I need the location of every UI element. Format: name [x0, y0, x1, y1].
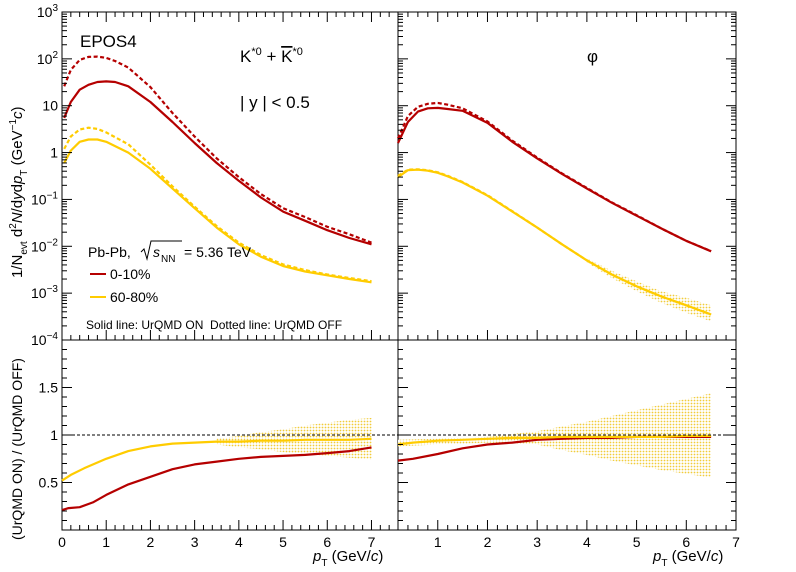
particle-label-kstar: K*0 + K*0: [240, 46, 303, 66]
x-tick-label-left: 7: [368, 534, 376, 550]
x-axis-title-right: pT (GeV/c): [652, 548, 723, 569]
plot-layer: [61, 55, 736, 512]
phi-spectrum-central-on-line: [397, 106, 712, 253]
y-tick-label-top: 102: [37, 50, 59, 67]
x-tick-label-right: 2: [484, 534, 492, 550]
x-axis-title-left: pT (GeV/c): [312, 548, 383, 569]
system-label: Pb-Pb,: [88, 244, 131, 260]
x-tick-label-right: 6: [682, 534, 690, 550]
phi-spectrum-peripheral-band: [586, 258, 712, 322]
particle-label-phi: φ: [587, 47, 598, 66]
x-tick-label-right: 1: [434, 534, 442, 550]
style-note: Solid line: UrQMD ON Dotted line: UrQMD …: [86, 318, 342, 332]
y-tick-label-top: 103: [37, 3, 59, 20]
x-tick-label-left: 5: [279, 534, 287, 550]
x-tick-label-left: 3: [191, 534, 199, 550]
y-tick-label-bottom: 1.5: [39, 380, 59, 396]
x-tick-label-right: 5: [633, 534, 641, 550]
x-tick-label-left: 0: [58, 534, 66, 550]
energy-value: = 5.36 TeV: [184, 244, 252, 260]
x-tick-label-left: 6: [323, 534, 331, 550]
kstar-ratio-central-line: [61, 446, 372, 512]
energy-sub: NN: [161, 254, 175, 265]
y-tick-label-top: 10: [42, 98, 58, 114]
axis-layer: 10−4 10−3 10−2 10−1 1 10 102 103 0.5 1 1.5 0 1 2 3 4 5 6 7…: [31, 3, 740, 550]
phi-ratio-peripheral-line: [397, 434, 712, 446]
y-tick-label-bottom: 1: [50, 427, 58, 443]
energy-label-group: s NN = 5.36 TeV: [140, 240, 252, 265]
x-tick-label-right: 7: [732, 534, 740, 550]
y-tick-label-bottom: 0.5: [39, 475, 59, 491]
y-axis-title-top: 1/Nevt d2N/dydpT (GeV−1c): [8, 106, 30, 278]
x-tick-label-right: 4: [583, 534, 591, 550]
kstar-spectrum-central-off-line: [63, 55, 372, 244]
y-axis-title-bottom: (UrQMD ON) / (UrQMD OFF): [9, 358, 25, 540]
energy-s: s: [153, 244, 160, 260]
phi-spectrum-peripheral-on-line: [397, 168, 712, 316]
y-tick-label-top: 10−3: [31, 284, 58, 301]
generator-label: EPOS4: [80, 32, 137, 51]
legend-label-peripheral: 60-80%: [110, 289, 158, 305]
y-tick-label-top: 10−2: [31, 237, 58, 254]
y-tick-label-top: 10−1: [31, 190, 58, 207]
svg-text:1/Nevt d2N/dydpT (GeV−1c): 1/Nevt d2N/dydpT (GeV−1c): [8, 106, 30, 278]
legend-label-central: 0-10%: [110, 266, 150, 282]
x-tick-label-left: 4: [235, 534, 243, 550]
kstar-ratio-peripheral-band: [216, 417, 372, 460]
x-tick-label-right: 3: [533, 534, 541, 550]
rapidity-label: | y | < 0.5: [240, 93, 310, 112]
kstar-ratio-peripheral-line: [61, 437, 372, 482]
kstar-spectrum-central-on-line: [63, 80, 372, 246]
x-tick-label-left: 2: [147, 534, 155, 550]
x-tick-label-left: 1: [102, 534, 110, 550]
sqrt-symbol: [140, 240, 182, 261]
y-tick-label-top: 10−4: [31, 331, 58, 348]
kstar-spectrum-peripheral-on-line: [63, 138, 372, 284]
kstar-spectrum-peripheral-off-line: [63, 126, 372, 283]
y-tick-label-top: 1: [50, 145, 58, 161]
